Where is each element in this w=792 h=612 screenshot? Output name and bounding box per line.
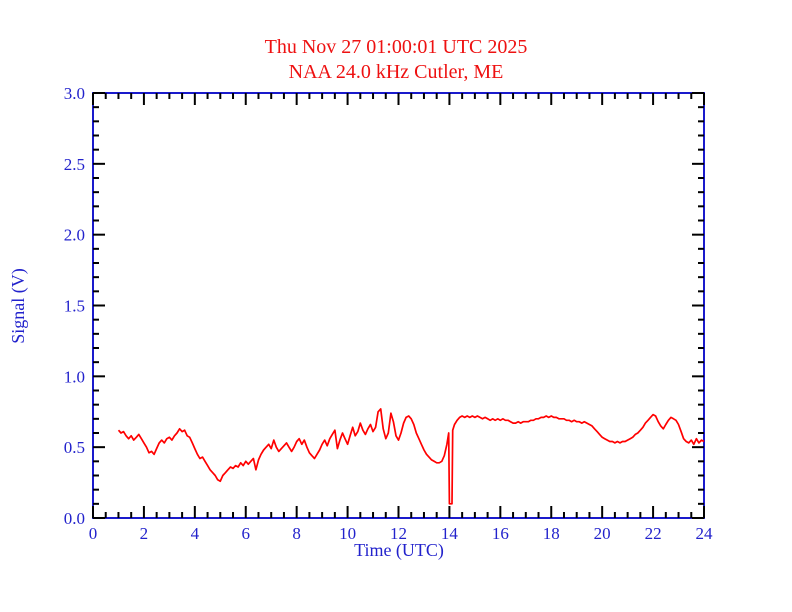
y-tick-label: 1.5	[64, 297, 85, 316]
y-tick-label: 2.0	[64, 226, 85, 245]
y-axis-title: Signal (V)	[8, 268, 28, 344]
x-tick-label: 16	[492, 524, 509, 543]
x-axis-title: Time (UTC)	[354, 540, 444, 560]
x-tick-label: 0	[89, 524, 98, 543]
x-tick-label: 14	[441, 524, 459, 543]
x-tick-label: 20	[594, 524, 611, 543]
x-tick-label: 6	[242, 524, 251, 543]
chart-title-timestamp: Thu Nov 27 01:00:01 UTC 2025	[264, 36, 528, 58]
chart-title-station: NAA 24.0 kHz Cutler, ME	[288, 61, 504, 83]
y-tick-label: 3.0	[64, 84, 85, 103]
chart-title-block: Thu Nov 27 01:00:01 UTC 2025 NAA 24.0 kH…	[0, 35, 792, 85]
y-tick-label: 2.5	[64, 155, 85, 174]
x-tick-label: 24	[696, 524, 714, 543]
plot-frame	[92, 92, 705, 519]
y-tick-label: 0.0	[64, 509, 85, 528]
y-tick-label: 1.0	[64, 367, 85, 386]
x-tick-label: 18	[543, 524, 560, 543]
x-tick-label: 10	[339, 524, 356, 543]
x-tick-label: 12	[390, 524, 407, 543]
x-tick-label: 4	[191, 524, 200, 543]
y-tick-label: 0.5	[64, 438, 85, 457]
x-tick-label: 2	[140, 524, 149, 543]
signal-trace	[117, 408, 705, 505]
x-tick-label: 22	[645, 524, 662, 543]
x-tick-label: 8	[292, 524, 301, 543]
